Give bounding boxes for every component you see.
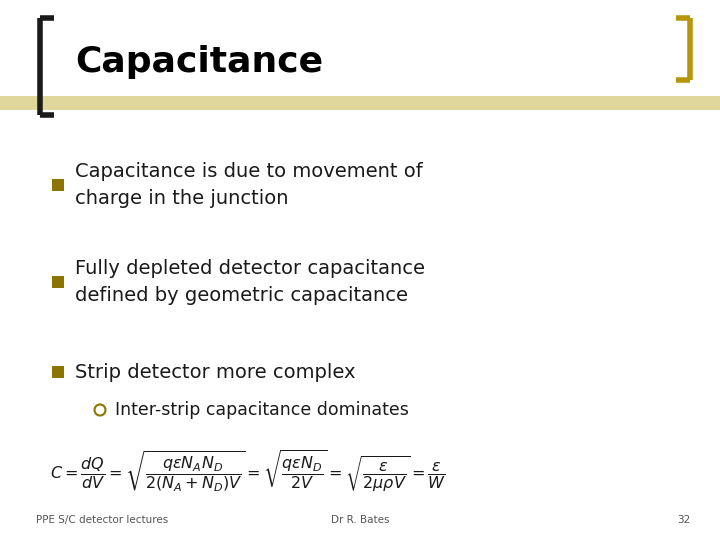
Text: Capacitance is due to movement of
charge in the junction: Capacitance is due to movement of charge… bbox=[75, 162, 423, 208]
Text: $C = \dfrac{dQ}{dV} = \sqrt{\dfrac{q\varepsilon N_A N_D}{2(N_A + N_D)V}} = \sqrt: $C = \dfrac{dQ}{dV} = \sqrt{\dfrac{q\var… bbox=[50, 449, 446, 495]
Bar bbox=[0, 96, 720, 110]
Bar bbox=[52, 276, 64, 288]
Bar bbox=[52, 179, 64, 191]
Text: Capacitance: Capacitance bbox=[75, 45, 323, 79]
Text: Fully depleted detector capacitance
defined by geometric capacitance: Fully depleted detector capacitance defi… bbox=[75, 259, 425, 305]
Text: Dr R. Bates: Dr R. Bates bbox=[330, 515, 390, 525]
Text: Inter-strip capacitance dominates: Inter-strip capacitance dominates bbox=[115, 401, 409, 419]
Text: PPE S/C detector lectures: PPE S/C detector lectures bbox=[36, 515, 168, 525]
Bar bbox=[52, 366, 64, 378]
Text: Strip detector more complex: Strip detector more complex bbox=[75, 362, 356, 381]
Text: 32: 32 bbox=[677, 515, 690, 525]
